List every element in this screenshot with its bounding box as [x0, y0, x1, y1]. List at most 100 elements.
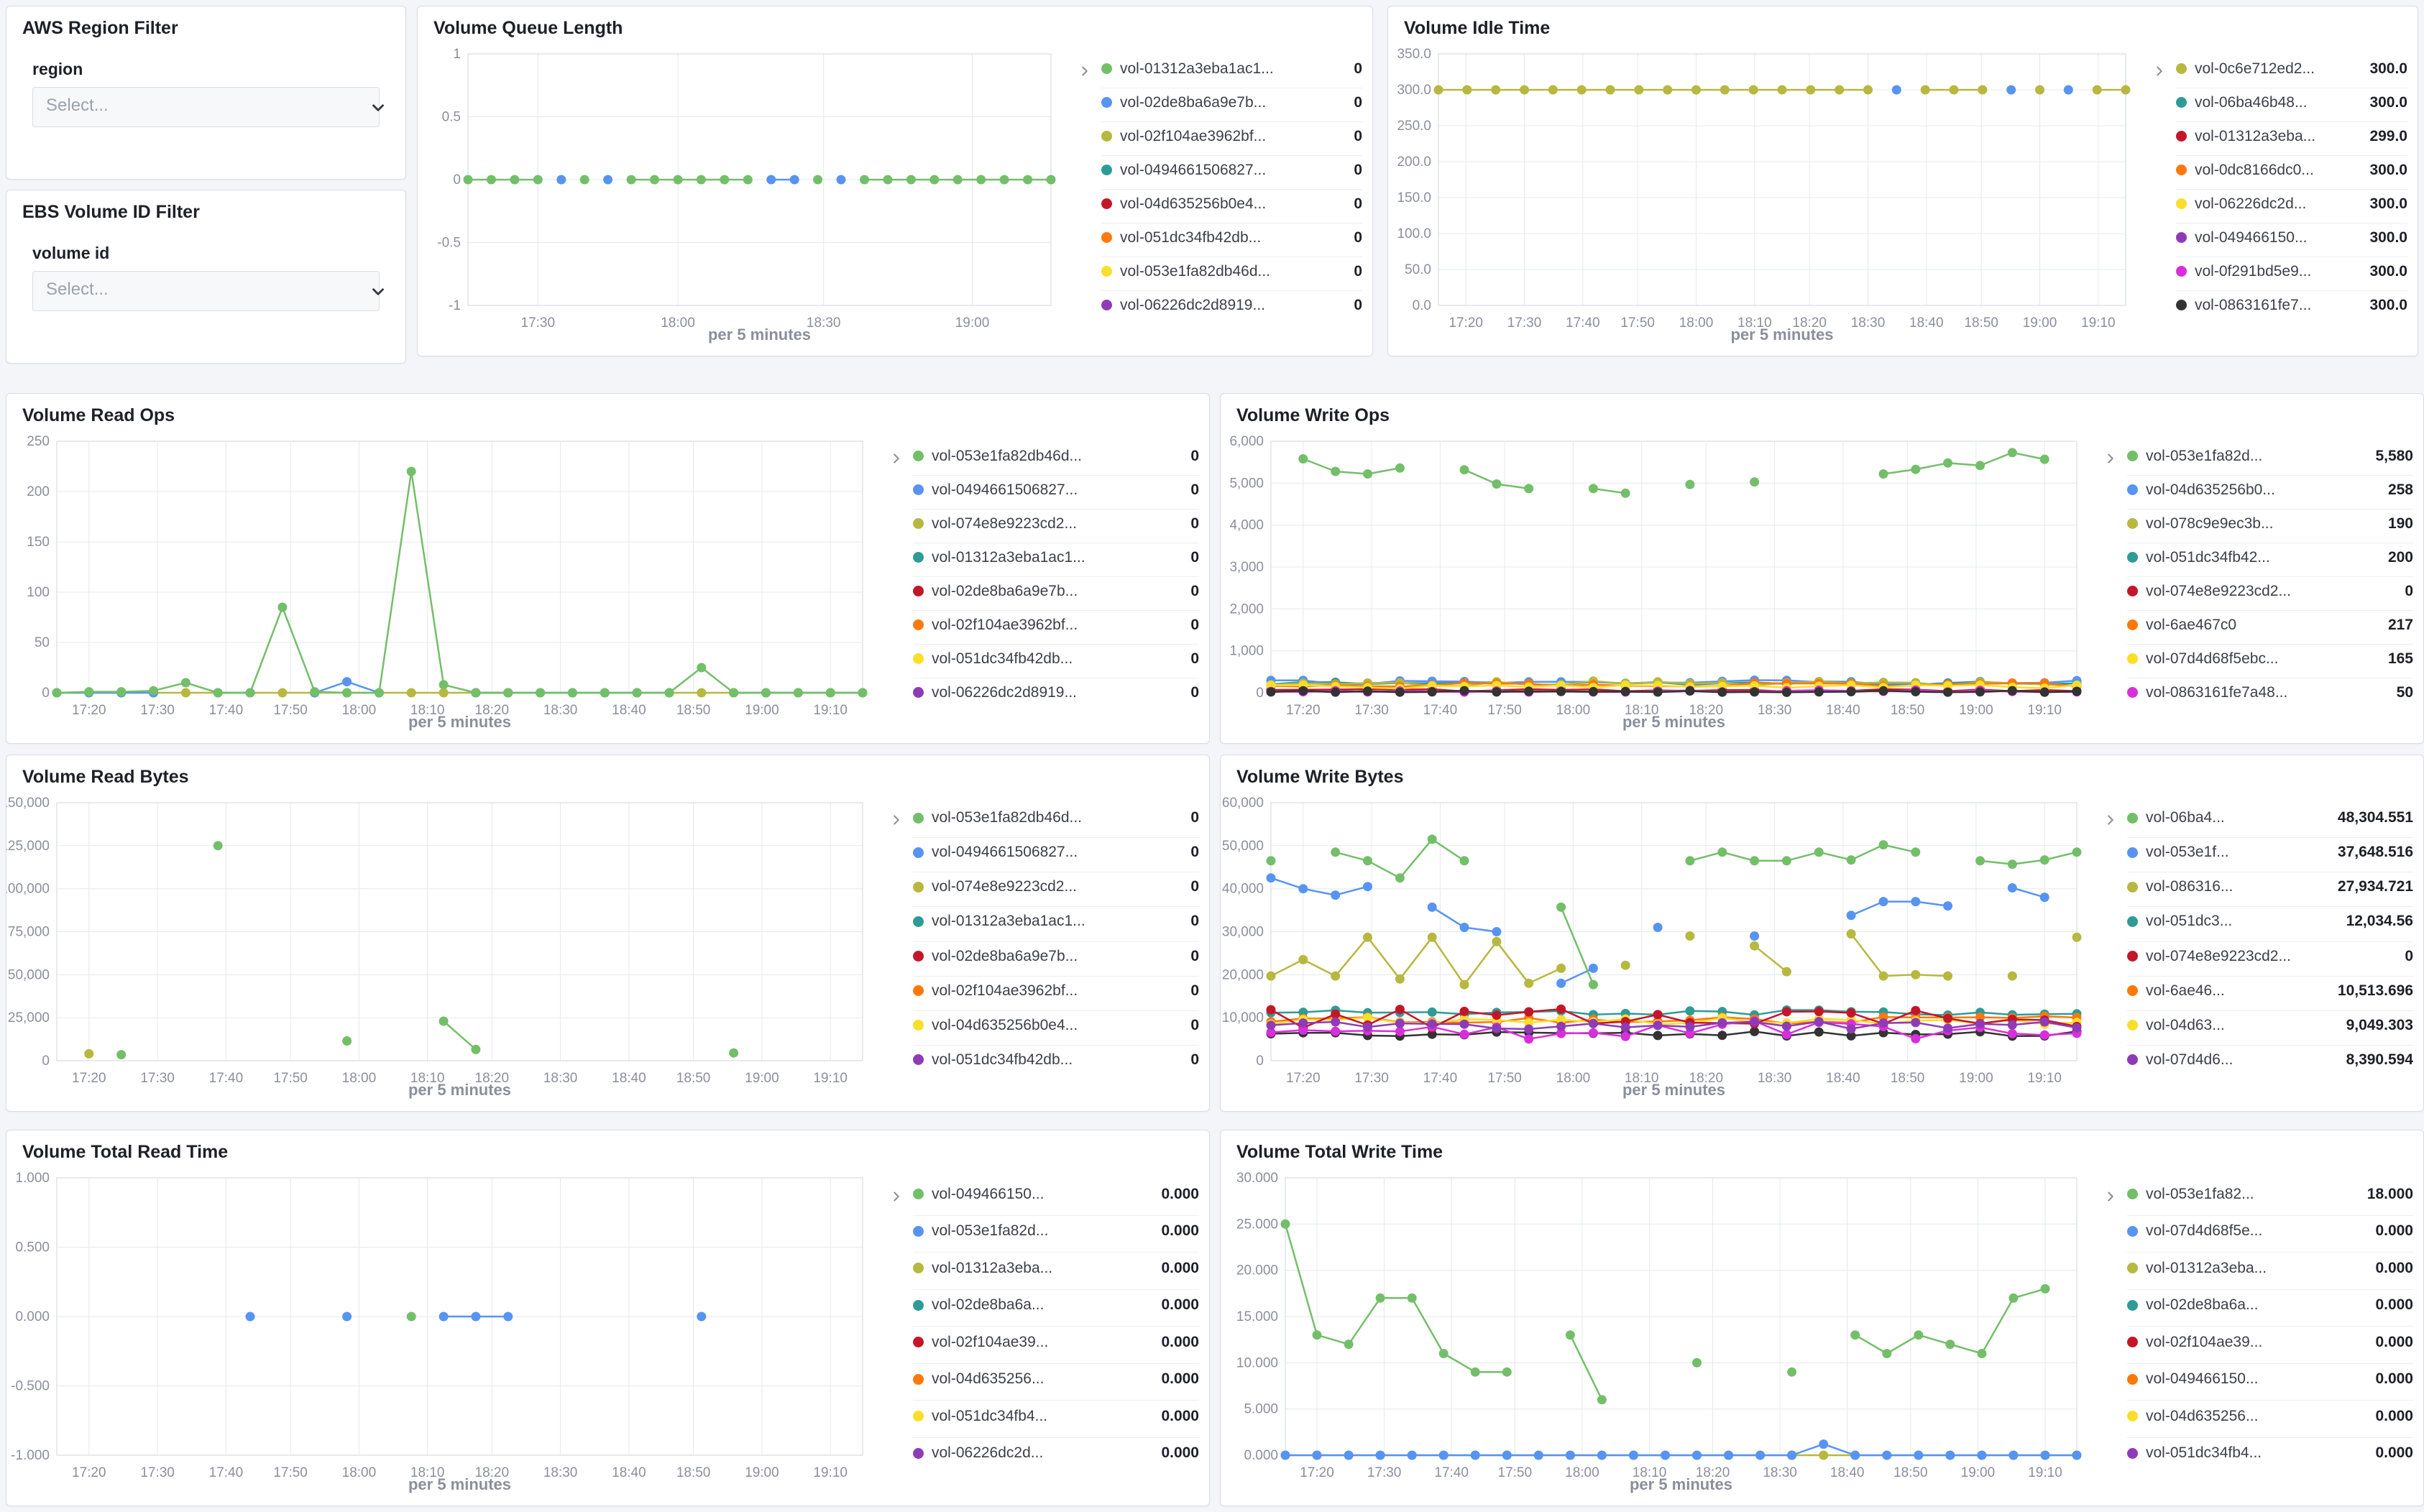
svg-text:6,000: 6,000	[1229, 434, 1264, 449]
svg-text:per 5 minutes: per 5 minutes	[408, 1475, 511, 1493]
svg-text:18:50: 18:50	[1891, 703, 1925, 718]
svg-text:19:00: 19:00	[2023, 315, 2057, 331]
svg-text:0.000: 0.000	[1244, 1448, 1278, 1463]
svg-text:per 5 minutes: per 5 minutes	[1730, 326, 1833, 344]
svg-text:19:00: 19:00	[955, 315, 990, 331]
svg-text:17:40: 17:40	[209, 1071, 244, 1086]
svg-text:19:10: 19:10	[813, 1465, 848, 1480]
svg-text:18:00: 18:00	[1556, 703, 1591, 718]
svg-text:100: 100	[27, 585, 50, 600]
svg-text:10.000: 10.000	[1236, 1355, 1278, 1370]
svg-text:19:10: 19:10	[2028, 1465, 2062, 1480]
svg-text:19:00: 19:00	[1959, 703, 1993, 718]
svg-text:300.0: 300.0	[1397, 83, 1431, 98]
svg-text:250: 250	[27, 434, 50, 449]
svg-text:50.0: 50.0	[1405, 262, 1431, 277]
svg-text:18:50: 18:50	[1964, 315, 1998, 331]
svg-text:-1.000: -1.000	[11, 1448, 50, 1463]
svg-text:1: 1	[453, 47, 461, 62]
svg-text:17:50: 17:50	[273, 1071, 308, 1086]
svg-text:0.000: 0.000	[15, 1309, 50, 1324]
svg-text:17:30: 17:30	[140, 1465, 175, 1480]
svg-text:10,000: 10,000	[1222, 1010, 1264, 1025]
svg-text:19:10: 19:10	[2027, 703, 2062, 718]
svg-text:1,000: 1,000	[1229, 644, 1264, 659]
svg-text:17:40: 17:40	[1423, 703, 1458, 718]
svg-text:18:00: 18:00	[1679, 315, 1714, 331]
svg-text:0: 0	[42, 686, 50, 701]
svg-text:-1: -1	[449, 298, 461, 313]
svg-text:17:30: 17:30	[521, 315, 556, 331]
svg-text:19:00: 19:00	[745, 703, 779, 718]
svg-text:-0.500: -0.500	[11, 1379, 50, 1394]
svg-text:150: 150	[27, 535, 50, 550]
svg-text:18:30: 18:30	[1758, 1071, 1792, 1086]
svg-text:19:10: 19:10	[813, 703, 848, 718]
svg-text:0: 0	[1256, 686, 1264, 701]
svg-text:0: 0	[453, 172, 461, 188]
svg-text:18:40: 18:40	[1830, 1465, 1865, 1480]
svg-text:19:10: 19:10	[2027, 1071, 2062, 1086]
svg-text:18:30: 18:30	[1763, 1465, 1797, 1480]
svg-text:18:50: 18:50	[1893, 1465, 1928, 1480]
svg-text:19:00: 19:00	[745, 1465, 779, 1480]
svg-text:18:30: 18:30	[543, 703, 578, 718]
svg-text:18:30: 18:30	[543, 1071, 578, 1086]
svg-text:18:30: 18:30	[807, 315, 841, 331]
svg-text:0.0: 0.0	[1413, 298, 1431, 313]
svg-text:19:00: 19:00	[1959, 1071, 1993, 1086]
svg-text:per 5 minutes: per 5 minutes	[1622, 713, 1725, 731]
svg-text:17:40: 17:40	[1434, 1465, 1469, 1480]
svg-text:19:10: 19:10	[2081, 315, 2116, 331]
svg-text:50: 50	[35, 635, 50, 650]
svg-text:0: 0	[1256, 1054, 1264, 1069]
svg-text:0: 0	[42, 1054, 50, 1069]
svg-text:50,000: 50,000	[1222, 839, 1264, 854]
svg-text:50,000: 50,000	[8, 967, 50, 982]
svg-text:17:50: 17:50	[273, 703, 308, 718]
svg-text:3,000: 3,000	[1229, 560, 1264, 575]
svg-text:18:40: 18:40	[612, 1071, 646, 1086]
svg-text:30,000: 30,000	[1222, 925, 1264, 940]
svg-text:per 5 minutes: per 5 minutes	[1622, 1081, 1725, 1099]
svg-text:18:00: 18:00	[342, 1465, 377, 1480]
svg-text:17:20: 17:20	[1286, 1071, 1321, 1086]
svg-text:17:50: 17:50	[273, 1465, 308, 1480]
svg-text:18:50: 18:50	[1891, 1071, 1925, 1086]
svg-text:200: 200	[27, 484, 50, 499]
svg-text:18:00: 18:00	[1565, 1465, 1599, 1480]
svg-text:4,000: 4,000	[1229, 518, 1264, 533]
svg-text:0.5: 0.5	[442, 110, 461, 125]
svg-text:19:00: 19:00	[1961, 1465, 1996, 1480]
svg-text:18:50: 18:50	[676, 1465, 711, 1480]
svg-text:5.000: 5.000	[1244, 1402, 1278, 1417]
svg-text:125,000: 125,000	[6, 839, 50, 854]
svg-text:17:30: 17:30	[1354, 703, 1389, 718]
svg-text:17:20: 17:20	[72, 703, 106, 718]
svg-text:17:30: 17:30	[1354, 1071, 1389, 1086]
svg-text:18:00: 18:00	[1556, 1071, 1591, 1086]
svg-text:18:40: 18:40	[1826, 703, 1860, 718]
svg-text:17:40: 17:40	[1566, 315, 1600, 331]
svg-text:40,000: 40,000	[1222, 882, 1264, 897]
svg-text:18:50: 18:50	[676, 703, 711, 718]
svg-text:17:40: 17:40	[1423, 1071, 1458, 1086]
svg-text:17:20: 17:20	[72, 1465, 106, 1480]
svg-text:17:30: 17:30	[1367, 1465, 1402, 1480]
svg-text:17:40: 17:40	[209, 1465, 244, 1480]
svg-text:18:40: 18:40	[1909, 315, 1944, 331]
svg-text:-0.5: -0.5	[437, 236, 461, 251]
svg-text:17:40: 17:40	[209, 703, 244, 718]
svg-text:per 5 minutes: per 5 minutes	[408, 1081, 511, 1099]
svg-text:15.000: 15.000	[1236, 1309, 1278, 1324]
svg-text:17:30: 17:30	[140, 703, 175, 718]
svg-text:100.0: 100.0	[1397, 226, 1431, 241]
svg-text:25.000: 25.000	[1236, 1217, 1278, 1232]
svg-text:17:50: 17:50	[1487, 703, 1522, 718]
svg-text:18:40: 18:40	[612, 703, 646, 718]
svg-text:17:30: 17:30	[140, 1071, 175, 1086]
svg-text:75,000: 75,000	[8, 925, 50, 940]
svg-text:18:00: 18:00	[342, 1071, 377, 1086]
svg-text:18:30: 18:30	[543, 1465, 578, 1480]
svg-text:100,000: 100,000	[6, 882, 50, 897]
